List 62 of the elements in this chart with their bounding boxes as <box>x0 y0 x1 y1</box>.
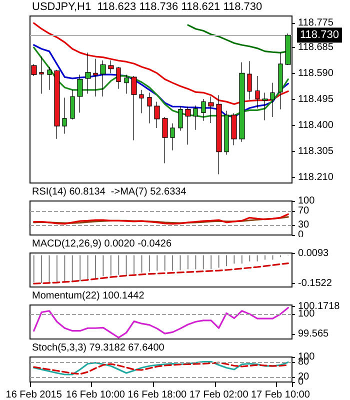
candlestick <box>201 98 206 122</box>
candlestick <box>216 94 222 175</box>
y-tick-label: 100 <box>298 196 316 206</box>
candlestick <box>77 74 83 113</box>
line-series <box>33 22 289 105</box>
line-series <box>33 262 289 284</box>
candlestick <box>139 90 144 114</box>
candlestick <box>162 116 168 164</box>
candlestick <box>231 112 237 146</box>
candlestick <box>178 106 183 132</box>
x-tick-label: 16 Feb 18:00 <box>128 390 188 400</box>
candlestick <box>262 92 268 121</box>
candlestick <box>147 92 152 124</box>
candlestick <box>278 52 283 110</box>
x-tick-label: 17 Feb 02:00 <box>189 390 249 400</box>
candlestick <box>208 96 214 124</box>
candlestick <box>224 110 229 156</box>
candlestick <box>54 70 60 140</box>
y-tick-label: -0.1522 <box>298 278 332 290</box>
candlestick <box>100 60 106 97</box>
chart-title: Momentum(22) 100.1442 <box>32 290 145 302</box>
chart-title: MACD(12,26,9) 0.0020 -0.0426 <box>32 238 172 250</box>
y-tick-label: 70 <box>298 206 310 217</box>
candlestick <box>124 74 129 94</box>
line-series <box>33 213 289 225</box>
y-tick-label: 100 <box>298 308 316 320</box>
candlestick <box>93 58 98 97</box>
candlestick <box>108 60 114 74</box>
chart-title: Stoch(5,3,3) 79.3182 67.6400 <box>32 342 165 354</box>
y-tick-label: 80 <box>298 356 310 368</box>
candlestick <box>154 101 160 128</box>
y-tick-label: 118.495 <box>298 94 334 105</box>
y-tick-label: 118.400 <box>298 120 334 132</box>
y-tick-label: 118.210 <box>298 172 334 184</box>
candlestick <box>193 105 198 130</box>
candlestick <box>131 76 137 141</box>
x-tick-label: 16 Feb 10:00 <box>66 390 126 400</box>
x-tick-label: 16 Feb 2015 <box>6 390 62 400</box>
y-tick-label: 118.590 <box>298 68 334 79</box>
candlestick <box>170 123 175 151</box>
y-tick-label: 118.775 <box>298 17 334 28</box>
line-series <box>33 306 289 338</box>
candlestick <box>185 106 191 145</box>
candlestick <box>85 52 91 94</box>
candlestick <box>270 82 275 118</box>
y-tick-label: 30 <box>298 219 310 230</box>
candlestick <box>255 76 260 109</box>
y-tick-label: 118.685 <box>298 42 334 53</box>
candlestick <box>70 90 75 120</box>
candlestick <box>116 66 121 90</box>
candlestick <box>62 97 67 134</box>
chart-title: USDJPY,H1 118.623 118.736 118.621 118.730 <box>32 1 262 13</box>
ref-line-label: 118.730 <box>300 29 339 42</box>
y-tick-label: 118.305 <box>298 146 334 158</box>
candlestick <box>247 60 252 100</box>
chart-title: RSI(14) 60.8134 ->MA(7) 52.6334 <box>32 186 187 198</box>
candlestick <box>47 66 52 90</box>
candlestick <box>39 56 44 94</box>
x-tick-label: 17 Feb 10:00 <box>250 390 310 400</box>
candlestick <box>239 62 245 142</box>
y-tick-label: 0.0093 <box>298 248 330 260</box>
y-tick-label: 99.565 <box>298 328 330 340</box>
